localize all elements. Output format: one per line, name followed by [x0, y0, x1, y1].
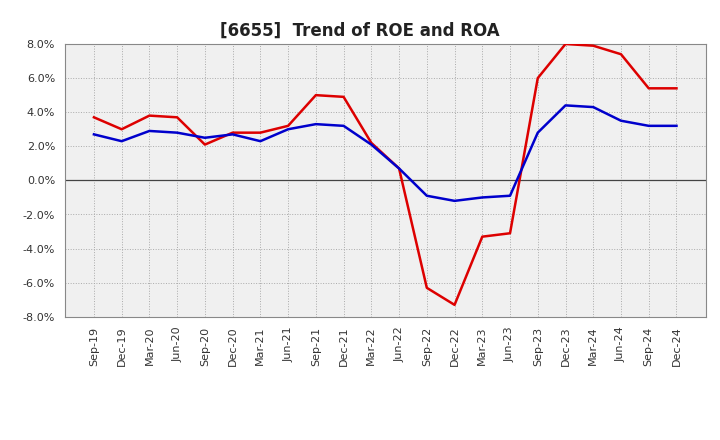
ROA: [89, 132, 98, 137]
ROE: [589, 43, 598, 48]
ROE: [534, 76, 542, 81]
ROA: [201, 135, 210, 140]
Text: [6655]  Trend of ROE and ROA: [6655] Trend of ROE and ROA: [220, 22, 500, 40]
ROE: [284, 123, 292, 128]
ROE: [616, 51, 625, 57]
ROE: [228, 130, 237, 136]
ROE: [89, 115, 98, 120]
ROA: [450, 198, 459, 203]
ROE: [478, 234, 487, 239]
ROA: [395, 166, 403, 171]
ROA: [672, 123, 681, 128]
ROE: [173, 115, 181, 120]
ROA: [423, 193, 431, 198]
ROE: [672, 86, 681, 91]
ROA: [339, 123, 348, 128]
ROA: [145, 128, 154, 134]
ROE: [644, 86, 653, 91]
ROE: [561, 41, 570, 47]
ROE: [367, 140, 376, 146]
ROE: [423, 285, 431, 290]
ROA: [228, 132, 237, 137]
ROA: [561, 103, 570, 108]
ROA: [284, 127, 292, 132]
ROA: [505, 193, 514, 198]
ROA: [312, 121, 320, 127]
ROE: [256, 130, 265, 136]
ROE: [117, 127, 126, 132]
ROE: [339, 94, 348, 99]
ROA: [173, 130, 181, 136]
ROA: [117, 139, 126, 144]
ROE: [312, 92, 320, 98]
ROE: [505, 231, 514, 236]
Line: ROA: ROA: [94, 106, 677, 201]
ROA: [367, 142, 376, 147]
Line: ROE: ROE: [94, 44, 677, 305]
ROA: [534, 130, 542, 136]
ROA: [644, 123, 653, 128]
ROA: [616, 118, 625, 123]
ROE: [201, 142, 210, 147]
ROA: [589, 104, 598, 110]
ROA: [478, 195, 487, 200]
ROE: [450, 302, 459, 308]
ROE: [395, 166, 403, 171]
ROA: [256, 139, 265, 144]
ROE: [145, 113, 154, 118]
